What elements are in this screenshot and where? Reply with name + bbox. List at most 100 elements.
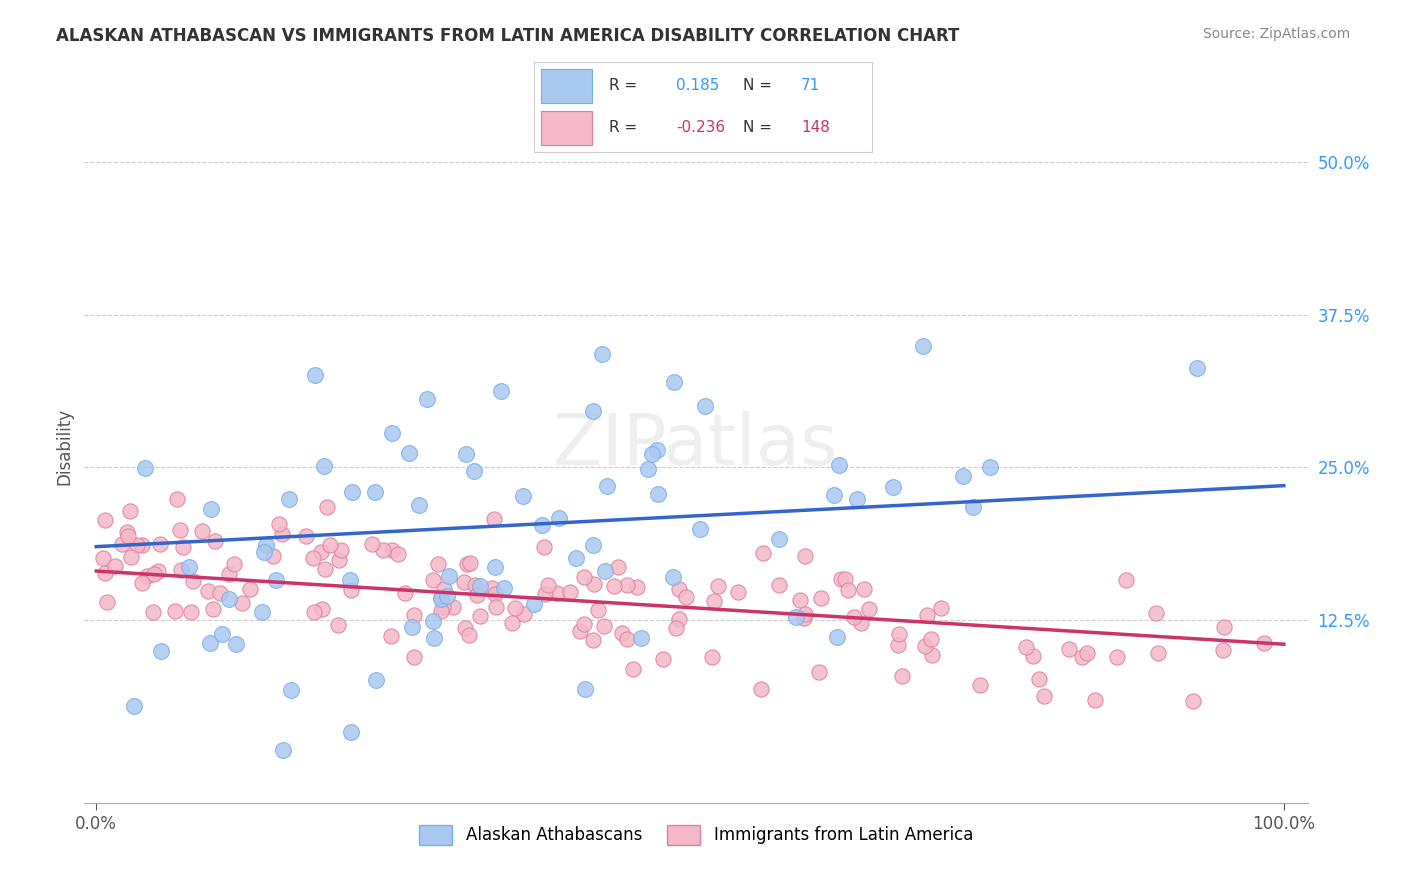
Text: ALASKAN ATHABASCAN VS IMMIGRANTS FROM LATIN AMERICA DISABILITY CORRELATION CHART: ALASKAN ATHABASCAN VS IMMIGRANTS FROM LA… (56, 27, 960, 45)
Point (523, 598, 546, 612)
Point (253, 545, 276, 559)
Point (436, 589, 458, 603)
Point (454, 447, 477, 461)
Point (574, 570, 596, 584)
Point (134, 460, 156, 475)
Point (768, 578, 790, 592)
Text: 0.185: 0.185 (676, 78, 720, 93)
Point (468, 579, 491, 593)
Point (969, 678, 991, 692)
Point (117, 529, 139, 543)
Point (208, 586, 231, 600)
Point (1187, 361, 1209, 376)
Point (533, 541, 555, 555)
Point (465, 588, 488, 602)
Point (534, 587, 557, 601)
Point (169, 523, 191, 537)
Point (387, 548, 409, 562)
Point (794, 607, 817, 621)
Point (398, 445, 420, 459)
Point (675, 591, 697, 605)
Point (827, 631, 849, 645)
Point (326, 618, 349, 632)
Point (548, 510, 571, 524)
Point (309, 545, 332, 559)
Point (204, 533, 226, 548)
Point (853, 582, 876, 597)
Point (581, 404, 603, 418)
Point (456, 557, 478, 571)
Point (437, 569, 460, 583)
Point (808, 665, 831, 679)
Point (262, 549, 284, 563)
Text: N =: N = (744, 120, 772, 135)
Point (915, 608, 938, 623)
Point (979, 459, 1001, 474)
Point (484, 512, 506, 526)
Point (464, 578, 486, 592)
Point (470, 609, 492, 624)
Point (546, 586, 568, 600)
Point (621, 662, 644, 676)
Point (93, 513, 115, 527)
Point (849, 615, 872, 630)
Point (846, 491, 869, 506)
Point (574, 617, 596, 632)
Text: R =: R = (609, 78, 637, 93)
Point (1028, 673, 1050, 687)
Point (929, 600, 952, 615)
Point (616, 577, 638, 591)
Point (582, 577, 605, 591)
Bar (541, 69, 592, 103)
Point (401, 620, 423, 634)
Point (408, 498, 430, 512)
Point (271, 743, 294, 757)
Point (834, 573, 856, 587)
Point (652, 651, 675, 665)
Point (1181, 694, 1204, 708)
Point (460, 556, 482, 570)
Point (339, 573, 361, 587)
Point (565, 551, 588, 566)
Point (1071, 649, 1094, 664)
Point (858, 601, 880, 615)
Point (280, 682, 302, 697)
Point (882, 479, 904, 493)
Point (165, 604, 187, 618)
Text: ZIPatlas: ZIPatlas (553, 411, 839, 481)
Point (366, 673, 388, 687)
Point (537, 578, 560, 592)
Point (530, 517, 553, 532)
Point (360, 536, 382, 550)
Point (339, 582, 361, 597)
Point (117, 524, 139, 539)
Point (921, 648, 943, 662)
Point (827, 458, 849, 472)
Point (302, 551, 325, 566)
Point (603, 579, 626, 593)
Point (328, 552, 350, 566)
Point (582, 632, 605, 647)
Point (810, 591, 832, 605)
Point (593, 619, 616, 633)
Point (143, 567, 166, 582)
Point (911, 339, 934, 353)
Point (252, 605, 274, 619)
Point (751, 546, 773, 560)
Point (586, 603, 609, 617)
Point (441, 599, 464, 614)
Point (700, 650, 723, 665)
Point (371, 542, 394, 557)
Point (641, 447, 664, 461)
Point (830, 572, 852, 586)
Point (269, 516, 291, 531)
Point (610, 626, 633, 640)
Y-axis label: Disability: Disability (55, 408, 73, 484)
Point (890, 669, 912, 683)
Point (426, 558, 449, 572)
Point (254, 538, 277, 552)
Point (304, 368, 326, 382)
Point (181, 574, 204, 588)
Point (318, 538, 340, 552)
Point (149, 644, 172, 658)
